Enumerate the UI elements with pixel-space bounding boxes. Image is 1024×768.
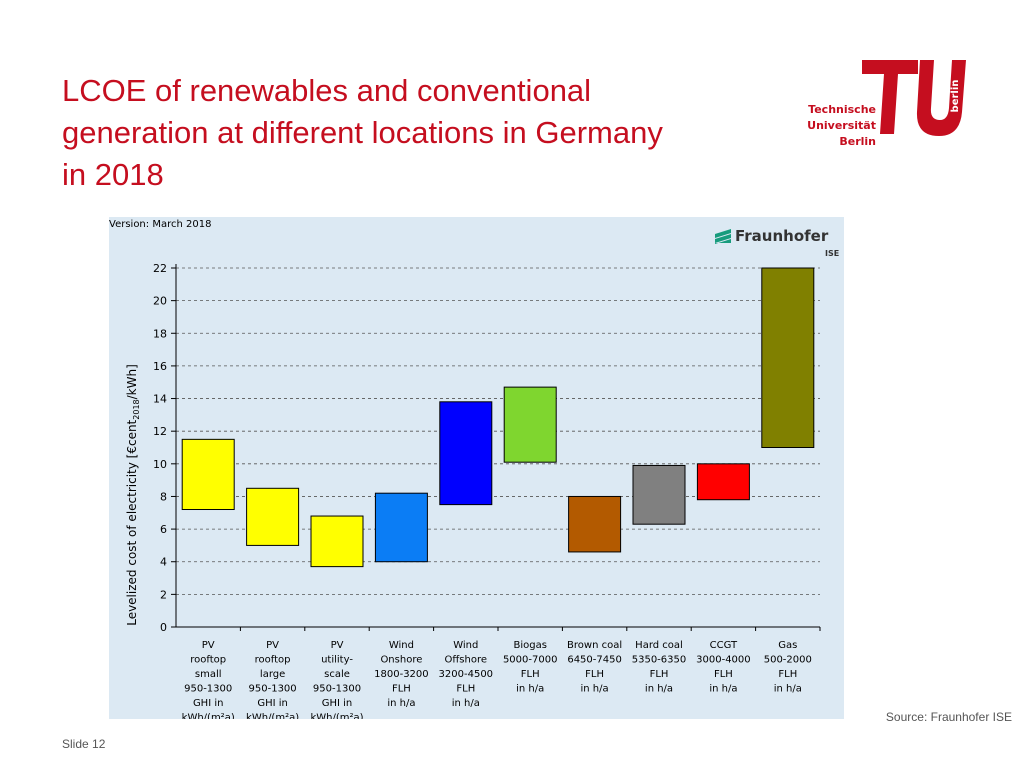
- range-bar: [568, 495, 622, 553]
- fraunhofer-name: Fraunhofer: [735, 227, 829, 245]
- x-tick-label: Biogas 5000-7000 FLH in h/a: [503, 640, 558, 695]
- logo-line-1: Technische: [808, 103, 876, 116]
- range-bar: [181, 438, 235, 511]
- y-tick-label: 8: [160, 490, 167, 503]
- logo-line-3: Berlin: [839, 135, 876, 148]
- axes: 0 2 4 6 8 10 12 14 16 18 20 22: [153, 262, 821, 634]
- x-tick-label: Wind Onshore 1800-3200 FLH in h/a: [374, 640, 429, 709]
- y-tick-label: 10: [153, 458, 167, 471]
- y-axis-label: Levelized cost of electricity [€cent2018…: [125, 364, 141, 626]
- y-tick-label: 12: [153, 425, 167, 438]
- y-tick-label: 14: [153, 393, 167, 406]
- y-tick-label: 4: [160, 556, 167, 569]
- y-tick-label: 2: [160, 588, 167, 601]
- x-tick-label: Gas 500-2000 FLH in h/a: [764, 640, 812, 695]
- x-tick-label: PV rooftop small 950-1300 GHI in kWh/(m²a): [182, 640, 235, 719]
- y-tick-label: 0: [160, 621, 167, 634]
- fraunhofer-icon: [715, 229, 731, 244]
- tu-logo-icon: berlin: [862, 60, 966, 136]
- y-tick-label: 20: [153, 295, 167, 308]
- slide-number: Slide 12: [62, 737, 106, 751]
- bars: [181, 267, 815, 568]
- y-tick-label: 6: [160, 523, 167, 536]
- version-note: Version: March 2018: [109, 219, 211, 230]
- x-tick-label: Brown coal 6450-7450 FLH in h/a: [567, 640, 622, 695]
- range-bar: [503, 386, 557, 463]
- logo-side-text: berlin: [950, 80, 961, 113]
- x-tick-labels: PV rooftop small 950-1300 GHI in kWh/(m²a)PV r…: [182, 640, 812, 719]
- x-tick-label: CCGT 3000-4000 FLH in h/a: [696, 640, 751, 695]
- y-tick-label: 16: [153, 360, 167, 373]
- tu-berlin-wordmark: Technische Universität Berlin: [806, 102, 876, 150]
- lcoe-chart: Version: March 2018 Fraunhofer ISE Level…: [109, 217, 844, 719]
- y-tick-label: 22: [153, 262, 167, 275]
- range-bar: [439, 401, 493, 506]
- fraunhofer-logo: Fraunhofer ISE: [715, 227, 839, 258]
- title-line-2: generation at different locations in Ger…: [62, 115, 663, 150]
- range-bar: [374, 492, 428, 563]
- source-note: Source: Fraunhofer ISE: [885, 710, 1012, 724]
- x-tick-label: Hard coal 5350-6350 FLH in h/a: [632, 640, 687, 695]
- fraunhofer-sub: ISE: [825, 249, 839, 258]
- tu-berlin-logo: Technische Universität Berlin berlin: [806, 58, 968, 148]
- range-bar: [761, 267, 815, 448]
- title-line-1: LCOE of renewables and conventional: [62, 73, 592, 108]
- chart-svg: Version: March 2018 Fraunhofer ISE Level…: [109, 219, 839, 719]
- x-tick-label: PV utility-scale 950-1300 GHI in kWh/(m²a): [310, 640, 363, 719]
- title-line-3: in 2018: [62, 157, 164, 192]
- range-bar: [632, 464, 686, 525]
- y-tick-label: 18: [153, 327, 167, 340]
- x-tick-label: PV rooftop large 950-1300 GHI in kWh/(m²a): [246, 640, 299, 719]
- slide-title: LCOE of renewables and conventional gene…: [62, 70, 782, 196]
- range-bar: [310, 515, 364, 568]
- range-bar: [696, 463, 750, 501]
- range-bar: [246, 487, 300, 546]
- logo-line-2: Universität: [807, 119, 876, 132]
- x-tick-label: Wind Offshore 3200-4500 FLH in h/a: [439, 640, 494, 709]
